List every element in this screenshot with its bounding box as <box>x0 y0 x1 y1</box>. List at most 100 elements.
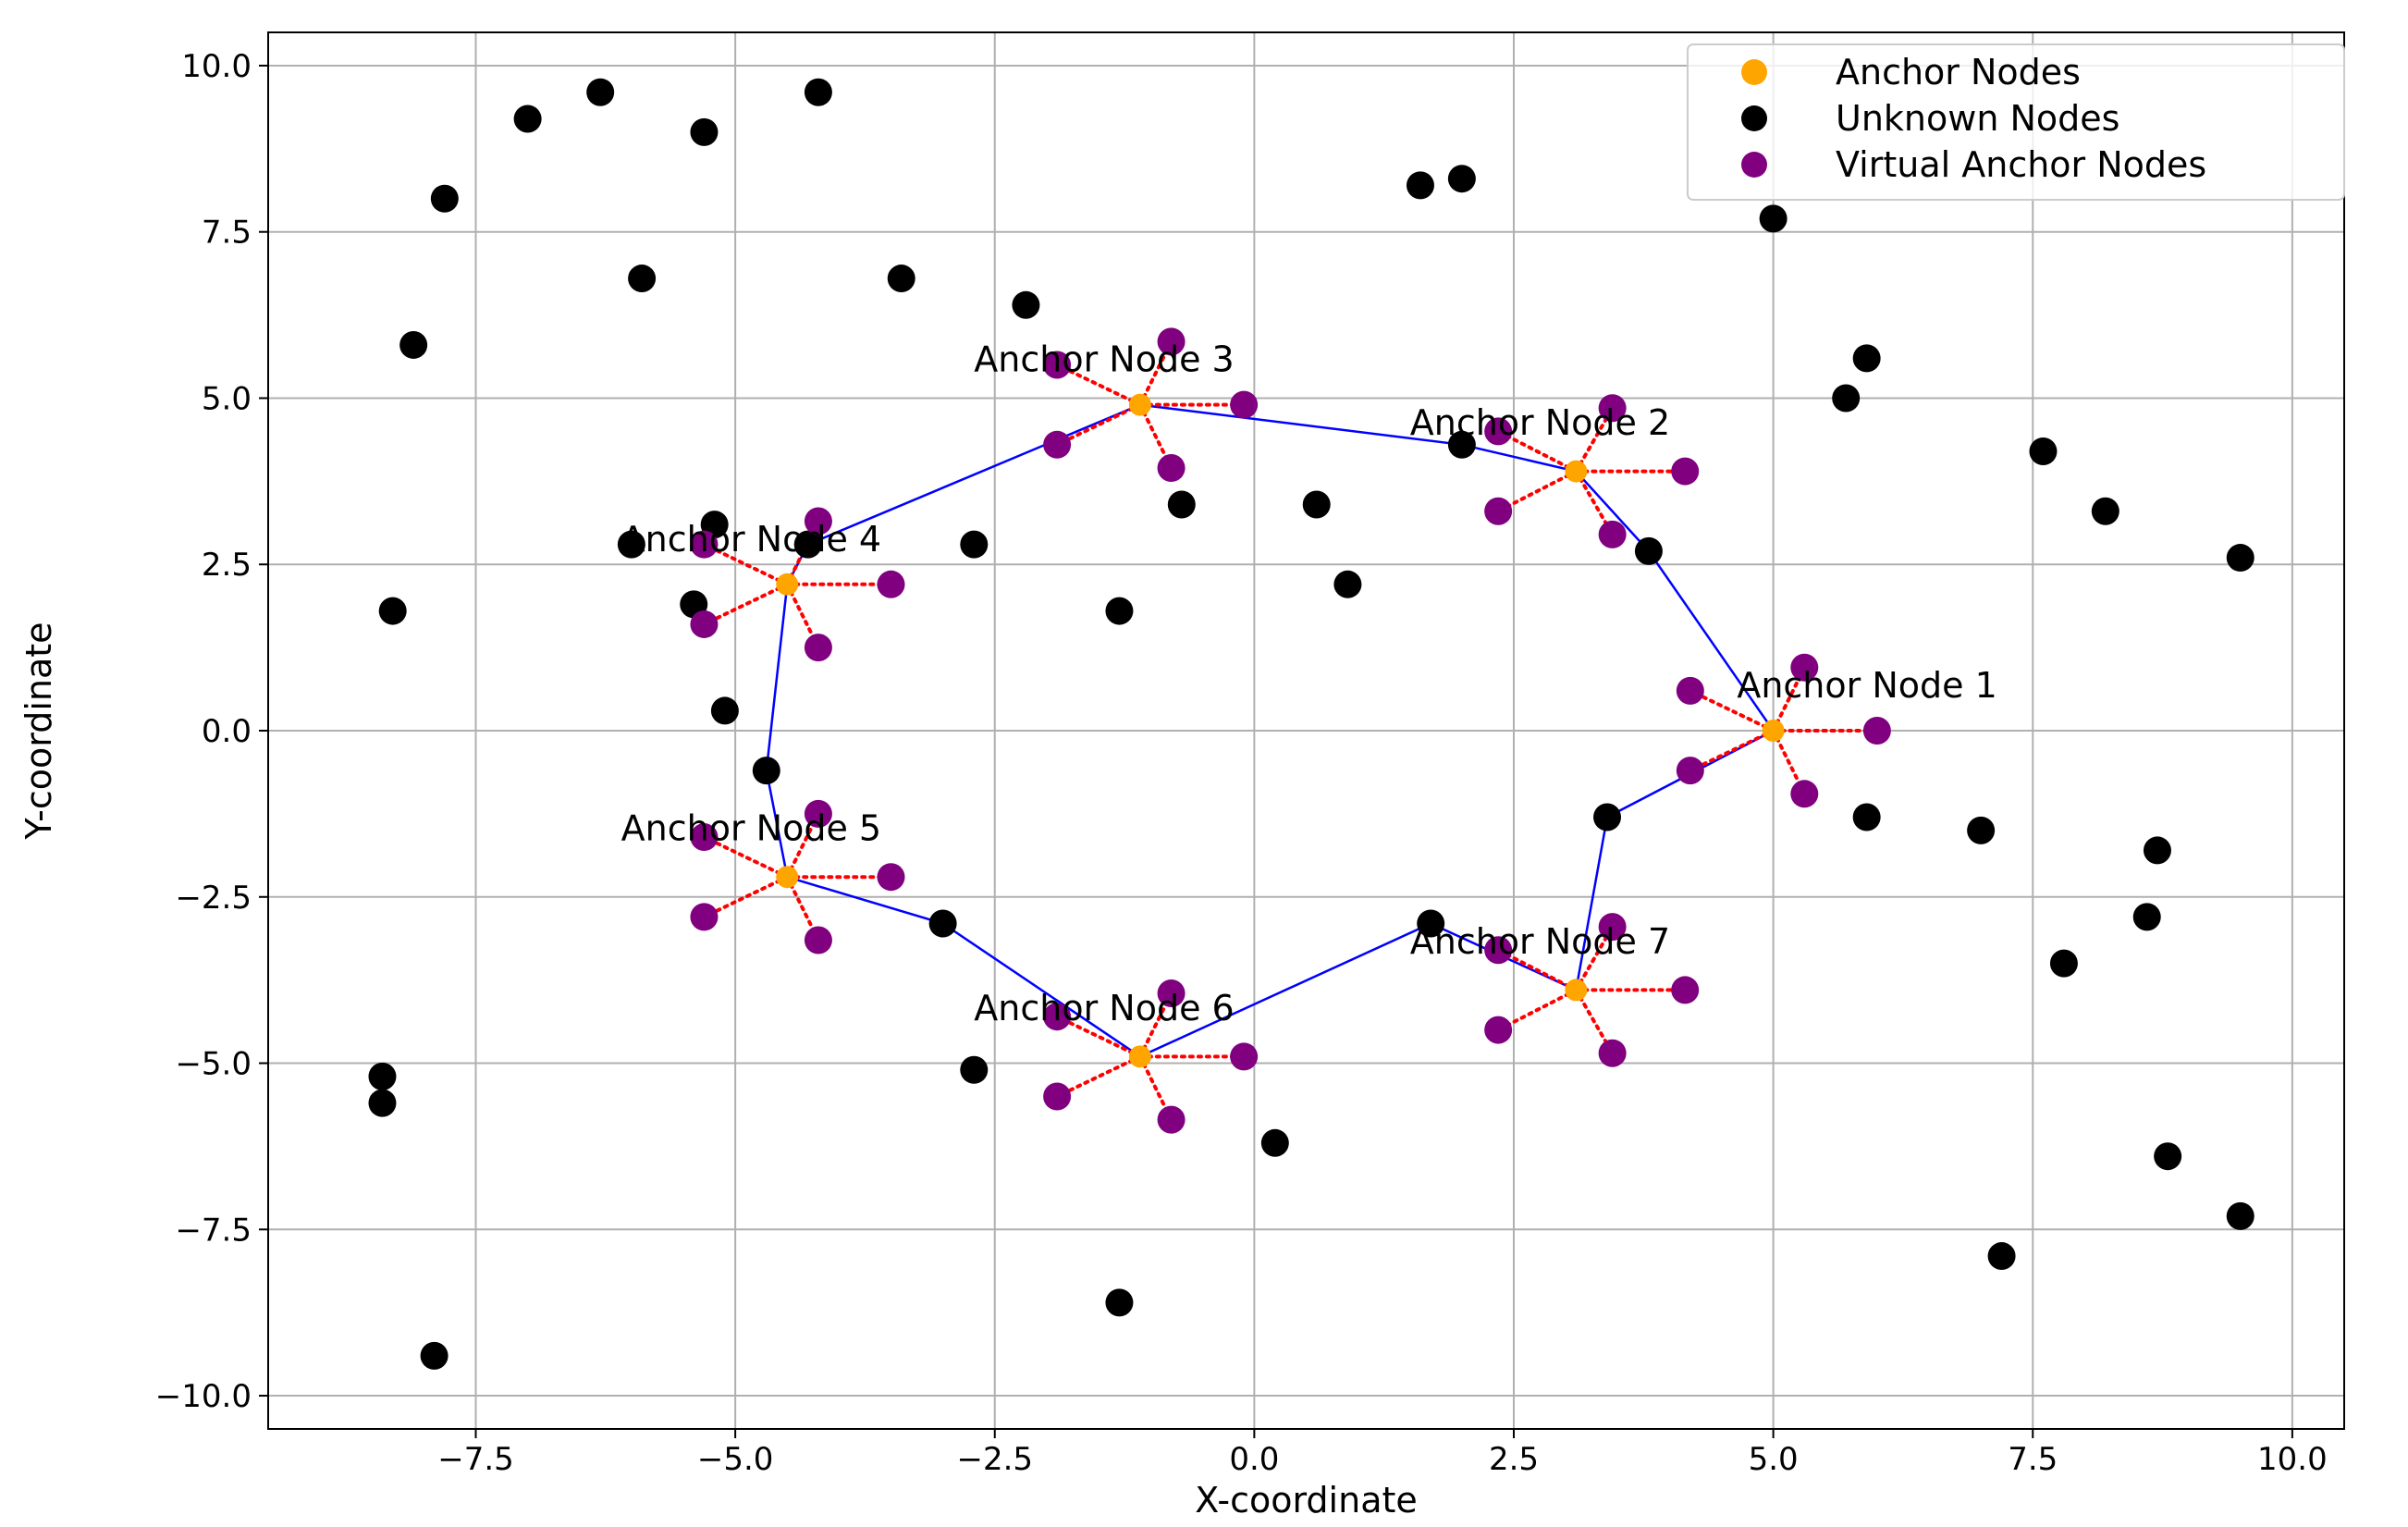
x-tick-label: −5.0 <box>697 1441 774 1478</box>
unknown-node <box>430 184 459 213</box>
anchor-node <box>1128 1045 1151 1068</box>
unknown-node <box>378 597 407 625</box>
unknown-node <box>2132 903 2161 931</box>
virtual-link <box>1496 948 1579 992</box>
y-tick-label: 2.5 <box>202 547 252 584</box>
legend-marker-anchor <box>1741 59 1767 85</box>
unknown-node <box>2226 544 2254 573</box>
virtual-anchor-node <box>804 634 832 662</box>
virtual-link <box>1055 1054 1142 1099</box>
y-tick-label: −7.5 <box>175 1212 252 1249</box>
virtual-anchor-node <box>1157 453 1186 482</box>
unknown-node <box>617 530 645 559</box>
unknown-node <box>793 530 822 559</box>
virtual-anchor-node <box>1043 1082 1072 1111</box>
virtual-link <box>1055 363 1142 407</box>
y-tick-label: −2.5 <box>175 880 252 917</box>
unknown-node <box>710 696 739 725</box>
virtual-anchor-node <box>1598 1039 1627 1067</box>
virtual-link <box>1496 429 1579 474</box>
anchor-node <box>1565 460 1588 483</box>
virtual-anchor-node <box>1484 417 1513 446</box>
legend-marker-unknown <box>1741 105 1767 131</box>
anchor-node <box>1128 393 1151 416</box>
unknown-node <box>399 330 428 359</box>
anchor-node-label: Anchor Node 5 <box>621 808 881 849</box>
virtual-anchor-node <box>1043 430 1072 459</box>
unknown-node <box>1832 384 1861 413</box>
x-tick-label: 0.0 <box>1229 1441 1279 1478</box>
unknown-node <box>960 530 989 559</box>
unknown-node <box>368 1062 397 1090</box>
x-tick-label: −7.5 <box>437 1441 514 1478</box>
virtual-anchor-nodes <box>690 327 1891 1134</box>
unknown-node <box>1417 909 1445 938</box>
virtual-link <box>1055 1015 1142 1059</box>
anchor-node <box>776 573 799 596</box>
unknown-node <box>1447 165 1476 193</box>
legend: Anchor Nodes Unknown Nodes Virtual Ancho… <box>1687 43 2345 201</box>
unknown-node <box>586 78 615 106</box>
anchor-node-label: Anchor Node 4 <box>621 519 881 560</box>
virtual-anchor-node <box>690 610 719 638</box>
unknown-node <box>2154 1142 2182 1171</box>
unknown-node <box>960 1055 989 1084</box>
unknown-node <box>420 1341 448 1370</box>
virtual-anchor-node <box>1862 717 1891 745</box>
anchor-nodes <box>776 393 1785 1068</box>
virtual-anchor-node <box>1230 390 1259 419</box>
unknown-node <box>1302 490 1331 519</box>
unknown-node <box>1105 1288 1134 1317</box>
virtual-anchor-node <box>804 926 832 954</box>
x-tick-label: 7.5 <box>2008 1441 2058 1478</box>
virtual-anchor-node <box>1043 1003 1072 1031</box>
virtual-anchor-node <box>1676 676 1704 705</box>
unknown-node <box>1012 290 1040 319</box>
x-tick-label: 10.0 <box>2257 1441 2328 1478</box>
unknown-node <box>887 265 915 293</box>
unknown-node <box>1759 204 1788 233</box>
unknown-node <box>1167 490 1196 519</box>
virtual-anchor-node <box>1676 757 1704 785</box>
unknown-node <box>2049 949 2078 978</box>
unknown-node <box>2226 1201 2254 1230</box>
virtual-anchor-node <box>1598 520 1627 548</box>
unknown-node <box>628 265 657 293</box>
unknown-node <box>1852 803 1881 831</box>
y-axis-label: Y-coordinate <box>18 622 59 840</box>
virtual-link <box>1055 402 1142 447</box>
unknown-node <box>1634 536 1663 565</box>
axis-ticks: −7.5 −5.0 −2.5 0.0 2.5 5.0 7.5 10.0 −10.0 −7.5 −5.… <box>155 48 2328 1478</box>
anchor-node <box>1762 720 1785 742</box>
y-tick-label: −5.0 <box>175 1046 252 1083</box>
unknown-node <box>1852 344 1881 373</box>
unknown-node <box>2029 437 2058 465</box>
virtual-link <box>1496 988 1579 1032</box>
unknown-node <box>2091 497 2119 525</box>
virtual-anchor-node <box>1598 394 1627 423</box>
virtual-anchor-node <box>877 570 905 598</box>
virtual-link <box>702 835 790 880</box>
virtual-anchor-node <box>804 507 832 536</box>
unknown-node <box>1260 1128 1289 1157</box>
x-axis-label: X-coordinate <box>1195 1480 1418 1521</box>
virtual-anchor-node <box>1484 1016 1513 1044</box>
virtual-link <box>702 875 790 919</box>
x-tick-label: 2.5 <box>1489 1441 1539 1478</box>
virtual-link <box>1688 729 1775 773</box>
virtual-anchor-node <box>1598 913 1627 942</box>
anchor-annotations: Anchor Node 1 Anchor Node 2 Anchor Node 3 A… <box>621 339 1997 1028</box>
virtual-anchor-node <box>877 863 905 892</box>
unknown-node <box>928 909 957 938</box>
y-tick-label: 0.0 <box>202 713 252 750</box>
anchor-node <box>1565 979 1588 1002</box>
virtual-anchor-node <box>690 823 719 852</box>
y-tick-label: 7.5 <box>202 215 252 252</box>
virtual-anchor-node <box>1157 327 1186 356</box>
unknown-node <box>1105 597 1134 625</box>
unknown-node <box>1406 171 1434 200</box>
unknown-node <box>513 105 542 133</box>
unknown-node <box>1593 803 1622 831</box>
unknown-node <box>1333 570 1362 598</box>
